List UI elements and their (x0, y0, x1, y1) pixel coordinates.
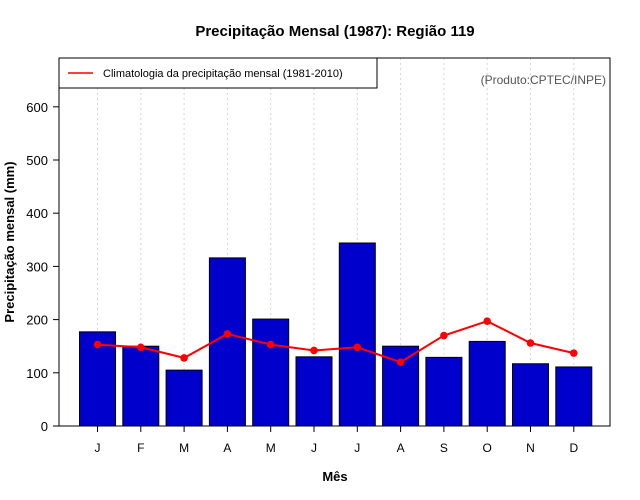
x-tick-label: M (179, 441, 189, 455)
bar-f-2 (122, 345, 160, 427)
climatology-point-11 (526, 339, 535, 347)
climatology-point-4 (223, 330, 232, 338)
y-tick-label: 600 (26, 100, 48, 115)
bar-d-12 (555, 366, 593, 427)
x-tick-label: A (223, 441, 231, 455)
climatology-point-12 (570, 349, 578, 357)
bar-o-10 (468, 340, 506, 427)
bar-series (79, 242, 593, 427)
x-tick-label: F (137, 441, 144, 455)
climatology-point-8 (396, 358, 405, 366)
y-axis: 0 100 200 300 400 500 600 (26, 100, 59, 434)
x-tick-label: J (311, 441, 317, 455)
climatology-point-9 (440, 331, 448, 340)
legend-box (58, 57, 378, 89)
x-tick-label: J (354, 441, 360, 455)
climatology-series (93, 317, 578, 366)
x-tick-label: A (397, 441, 405, 455)
legend-entry-climatology: Climatologia da precipitação mensal (198… (103, 68, 343, 80)
x-tick-label: J (95, 441, 101, 455)
climatology-line (97, 320, 575, 364)
x-tick-label: M (266, 441, 276, 455)
y-tick-label: 0 (41, 419, 48, 434)
y-tick-label: 200 (26, 313, 48, 328)
y-tick-label: 400 (26, 206, 48, 221)
y-tick-label: 100 (26, 366, 48, 381)
bar-a-4 (208, 257, 246, 427)
chart-title: Precipitação Mensal (1987): Região 119 (195, 23, 474, 40)
x-axis-label: Mês (322, 469, 347, 484)
x-tick-label: D (569, 441, 578, 455)
bar-m-3 (165, 369, 203, 427)
x-tick-label: N (526, 441, 535, 455)
bar-s-9 (425, 356, 463, 427)
y-tick-label: 500 (26, 153, 48, 168)
legend: Climatologia da precipitação mensal (198… (58, 57, 378, 89)
climatology-point-3 (180, 354, 188, 362)
climatology-point-6 (310, 346, 318, 355)
climatology-point-1 (93, 340, 102, 349)
bar-j-6 (295, 356, 333, 427)
climatology-point-5 (266, 340, 275, 349)
y-tick-label: 300 (26, 259, 48, 274)
climatology-point-7 (353, 343, 362, 352)
climatology-point-10 (483, 317, 492, 325)
bar-n-11 (512, 363, 549, 427)
x-tick-label: O (483, 441, 492, 455)
climatology-point-2 (137, 343, 145, 352)
product-credit: (Produto:CPTEC/INPE) (481, 73, 606, 87)
x-tick-label: S (440, 441, 448, 455)
bar-m-5 (252, 318, 290, 427)
y-axis-label: Precipitação mensal (mm) (2, 161, 17, 322)
bar-j-7 (338, 242, 376, 427)
